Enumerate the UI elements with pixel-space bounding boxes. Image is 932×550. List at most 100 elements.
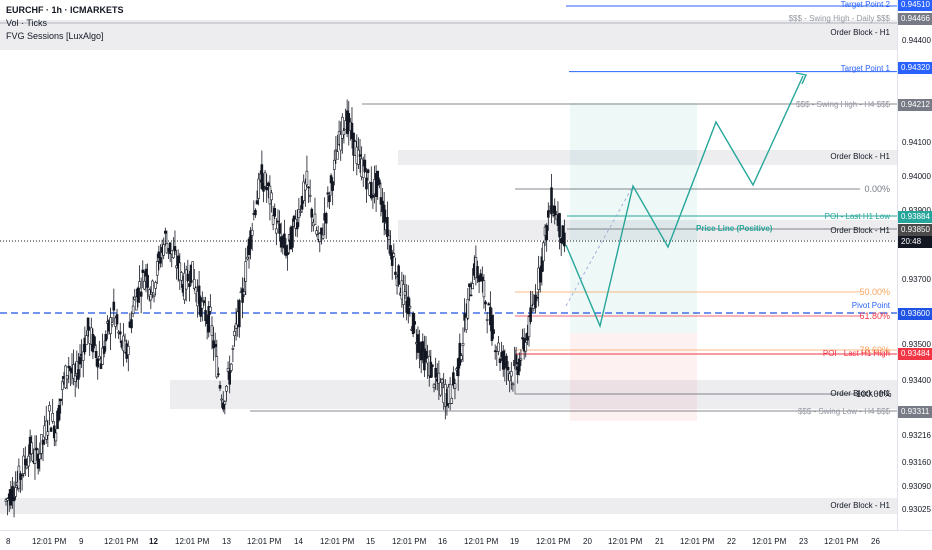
candle-body [27,455,30,467]
candle-body [155,261,159,276]
fib-0-label: 0.00% [864,184,890,194]
volume-indicator-label[interactable]: Vol · Ticks [6,18,48,28]
symbol-title[interactable]: EURCHF · 1h · ICMARKETS [6,5,124,15]
candle-body [490,314,494,341]
candle-body [341,116,344,139]
candle-body [371,194,375,198]
candle-body [313,213,317,225]
candle-body [334,149,338,152]
candle-body [173,246,177,252]
candle-body [324,213,328,224]
time-tick: 22 [727,537,736,546]
current-price-badge: 0.93850 [898,224,932,236]
candle-body [139,291,143,297]
candle-body [228,370,231,385]
candle-body [275,228,278,234]
candle-body [284,245,288,256]
candle-body [482,280,486,298]
price-tick: 0.94000 [902,172,931,181]
candle-body [164,230,167,234]
order-block-mid-label: Order Block - H1 [830,152,890,161]
candle-body [30,442,34,455]
target-point-1-price-badge: 0.94320 [898,62,932,74]
candle-body [468,283,471,288]
candle-body [279,236,283,248]
candle-body [59,398,63,402]
candle-body [421,341,425,352]
candle-body [186,273,190,281]
chart-area[interactable]: EURCHF · 1h · ICMARKETS Vol · Ticks FVG … [0,0,932,530]
candle-body [452,372,455,386]
candle-body [440,379,444,384]
candle-body [83,337,87,353]
candle-body [271,215,275,225]
order-block-zone-top [0,20,897,50]
order-block-low-label: Order Block - H1 [830,389,890,398]
candle-body [147,289,151,297]
candle-body [553,205,557,217]
candle-body [49,427,53,432]
candle-body [542,242,545,262]
candle-body [265,187,268,191]
candle-body [6,498,9,501]
candle-body [157,251,161,259]
candle-body [11,486,14,501]
candle-body [262,182,265,192]
candle-body [210,325,214,336]
price-tick: 0.93090 [902,482,931,491]
fib-50-label: 50.00% [859,287,890,297]
candle-body [305,170,309,186]
chart-canvas[interactable] [0,0,897,530]
time-axis[interactable]: 8 12:01 PM 9 12:01 PM 12 12:01 PM 13 12:… [0,530,932,550]
candle-body [41,440,45,445]
candle-body [350,122,354,139]
candle-body [466,299,470,319]
price-axis[interactable]: 0.94400 0.94100 0.94000 0.93900 0.93700 … [897,0,932,530]
swing-high-daily-label: $$$ - Swing High - Daily $$$ [788,14,890,23]
candle-body [36,453,40,469]
candle-body [233,331,236,337]
pivot-point-label: Pivot Point [851,301,890,310]
candle-body [476,266,479,279]
candle-body [310,208,314,218]
price-tick: 0.94400 [902,36,931,45]
projection-path [565,75,804,329]
candle-body [509,371,513,377]
time-tick: 21 [655,537,664,546]
candle-body [75,361,79,374]
order-block-bottom-label: Order Block - H1 [830,501,890,510]
candle-body [77,369,80,380]
candle-body [104,334,108,342]
candle-body [390,252,394,266]
time-tick: 12:01 PM [175,537,210,546]
time-tick: 9 [79,537,84,546]
candle-body [191,261,194,282]
candle-body [209,306,212,312]
candle-body [329,175,333,184]
fib-786-label: 78.60% [859,345,890,355]
time-tick: 12:01 PM [464,537,499,546]
price-tick: 0.93160 [902,458,931,467]
candle-body [226,367,230,372]
candle-body [397,265,400,285]
candle-body [439,382,442,396]
candle-body [534,294,537,308]
candle-body [419,349,423,361]
candle-body [141,269,145,273]
candle-body [35,447,38,451]
candle-body [366,169,370,173]
candle-body [51,412,54,422]
candle-body [48,405,51,412]
target-point-2-price-badge: 0.94510 [898,0,932,11]
fvg-indicator-label[interactable]: FVG Sessions [LuxAlgo] [6,31,104,41]
candle-body [460,355,463,360]
time-tick: 12:01 PM [392,537,427,546]
time-tick: 12:01 PM [752,537,787,546]
candle-body [99,363,103,369]
candle-body [112,301,116,311]
candle-body [46,431,50,436]
candle-body [295,222,299,230]
candle-body [229,363,233,371]
swing-high-h4-price-badge: 0.94212 [898,99,932,111]
candle-body [178,262,182,281]
